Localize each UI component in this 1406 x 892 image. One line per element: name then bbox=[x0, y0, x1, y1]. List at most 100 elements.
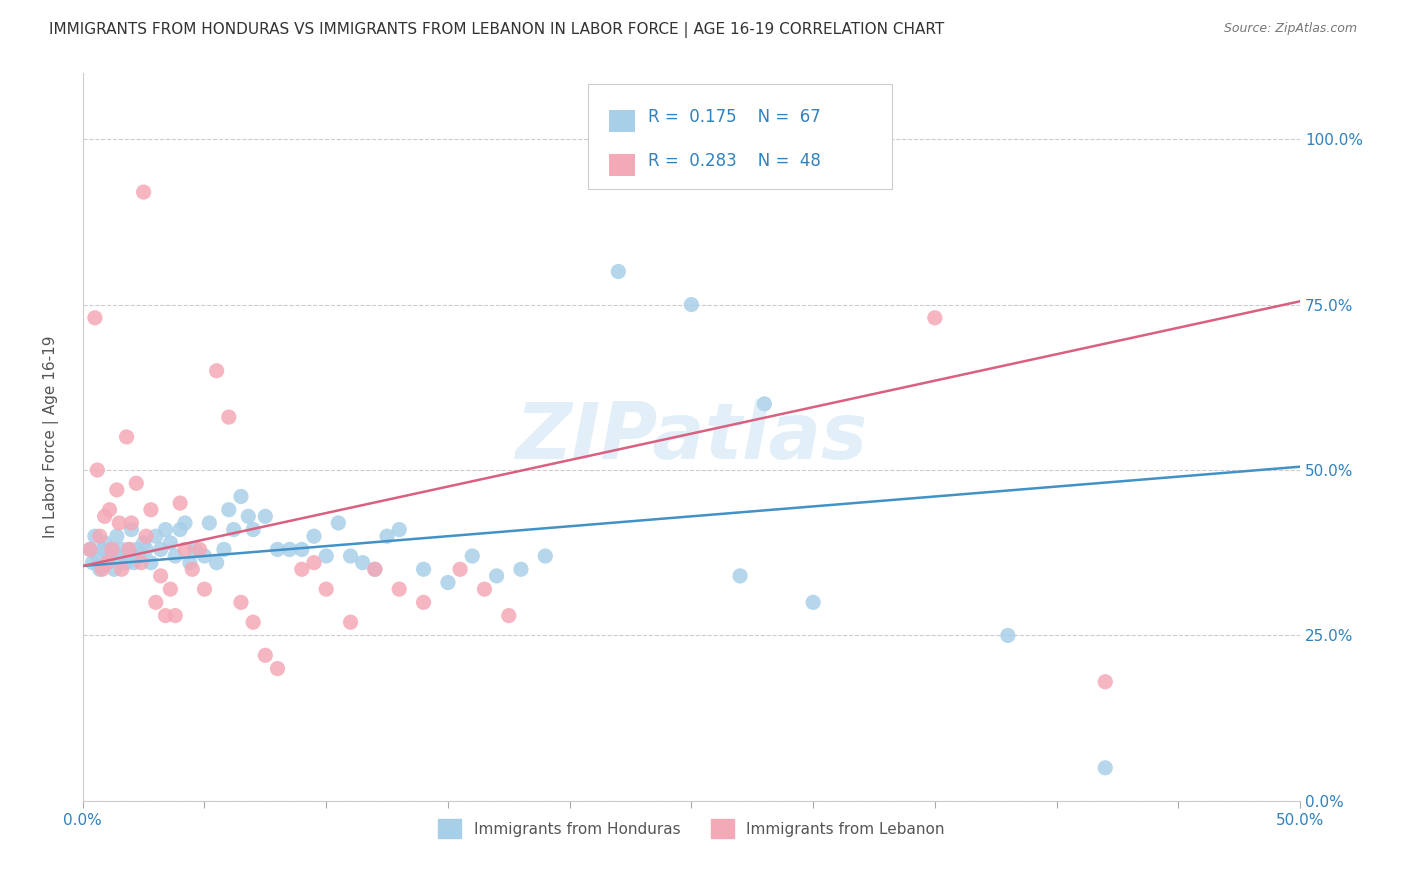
Point bbox=[128, 549, 150, 563]
Text: R =  0.283    N =  48: R = 0.283 N = 48 bbox=[648, 153, 821, 170]
Point bbox=[291, 542, 314, 557]
Point bbox=[120, 523, 142, 537]
Bar bbox=[609, 110, 636, 132]
Point bbox=[82, 556, 104, 570]
Point bbox=[534, 549, 557, 563]
Point bbox=[139, 502, 162, 516]
Point bbox=[91, 542, 114, 557]
Point bbox=[302, 556, 325, 570]
Point bbox=[352, 556, 374, 570]
Point bbox=[145, 529, 167, 543]
Point bbox=[79, 542, 101, 557]
Text: IMMIGRANTS FROM HONDURAS VS IMMIGRANTS FROM LEBANON IN LABOR FORCE | AGE 16-19 C: IMMIGRANTS FROM HONDURAS VS IMMIGRANTS F… bbox=[49, 22, 945, 38]
Point bbox=[242, 523, 264, 537]
Point bbox=[607, 264, 630, 278]
Point bbox=[364, 562, 387, 576]
Point bbox=[181, 562, 204, 576]
Point bbox=[266, 661, 288, 675]
Y-axis label: In Labor Force | Age 16-19: In Labor Force | Age 16-19 bbox=[44, 335, 59, 538]
Point bbox=[169, 523, 191, 537]
Point bbox=[101, 542, 124, 557]
Text: R =  0.175    N =  67: R = 0.175 N = 67 bbox=[648, 108, 820, 126]
Point bbox=[510, 562, 533, 576]
Point bbox=[93, 536, 115, 550]
FancyBboxPatch shape bbox=[588, 84, 893, 189]
Point bbox=[801, 595, 824, 609]
Point bbox=[96, 556, 118, 570]
Point bbox=[437, 575, 460, 590]
Point bbox=[139, 556, 162, 570]
Point bbox=[125, 542, 148, 557]
Point bbox=[118, 542, 141, 557]
Point bbox=[924, 310, 946, 325]
Point bbox=[155, 523, 177, 537]
Point bbox=[254, 509, 277, 524]
Point bbox=[291, 562, 314, 576]
Point bbox=[101, 542, 124, 557]
Point bbox=[205, 556, 228, 570]
Point bbox=[205, 364, 228, 378]
Point bbox=[91, 562, 114, 576]
Point bbox=[174, 542, 197, 557]
Point bbox=[165, 608, 187, 623]
Point bbox=[111, 562, 134, 576]
Point bbox=[375, 529, 398, 543]
Point bbox=[135, 529, 157, 543]
Point bbox=[1094, 761, 1116, 775]
Legend: Immigrants from Honduras, Immigrants from Lebanon: Immigrants from Honduras, Immigrants fro… bbox=[432, 814, 950, 844]
Point bbox=[498, 608, 520, 623]
Point bbox=[86, 463, 108, 477]
Point bbox=[179, 556, 201, 570]
Point bbox=[412, 595, 434, 609]
Point bbox=[155, 608, 177, 623]
Point bbox=[83, 529, 105, 543]
Text: Source: ZipAtlas.com: Source: ZipAtlas.com bbox=[1223, 22, 1357, 36]
Point bbox=[149, 569, 172, 583]
Point bbox=[222, 523, 245, 537]
Point bbox=[229, 595, 252, 609]
Point bbox=[118, 542, 141, 557]
Point bbox=[339, 549, 361, 563]
Point bbox=[103, 562, 125, 576]
Point bbox=[198, 516, 221, 530]
Point bbox=[1094, 674, 1116, 689]
Point bbox=[388, 582, 411, 596]
Point bbox=[132, 536, 155, 550]
Point bbox=[328, 516, 350, 530]
Point bbox=[79, 542, 101, 557]
Point bbox=[193, 549, 215, 563]
Point bbox=[159, 582, 181, 596]
Point bbox=[183, 542, 205, 557]
Point bbox=[108, 556, 131, 570]
Point bbox=[997, 628, 1019, 642]
Point bbox=[120, 516, 142, 530]
Point bbox=[93, 509, 115, 524]
Point bbox=[149, 542, 172, 557]
Point bbox=[266, 542, 288, 557]
Point bbox=[188, 542, 211, 557]
Point bbox=[218, 502, 240, 516]
Point bbox=[474, 582, 496, 596]
Point bbox=[218, 410, 240, 425]
Point bbox=[364, 562, 387, 576]
Point bbox=[449, 562, 471, 576]
Point bbox=[86, 549, 108, 563]
Point bbox=[145, 595, 167, 609]
Point bbox=[412, 562, 434, 576]
Text: ZIPatlas: ZIPatlas bbox=[515, 399, 868, 475]
Point bbox=[132, 185, 155, 199]
Point bbox=[89, 529, 111, 543]
Point bbox=[135, 542, 157, 557]
Point bbox=[174, 516, 197, 530]
Point bbox=[212, 542, 235, 557]
Point bbox=[315, 549, 337, 563]
Point bbox=[115, 556, 138, 570]
Point bbox=[122, 556, 145, 570]
Point bbox=[238, 509, 260, 524]
Point bbox=[485, 569, 508, 583]
Point bbox=[83, 310, 105, 325]
Point bbox=[461, 549, 484, 563]
Point bbox=[98, 549, 121, 563]
Bar bbox=[609, 154, 636, 176]
Point bbox=[105, 529, 128, 543]
